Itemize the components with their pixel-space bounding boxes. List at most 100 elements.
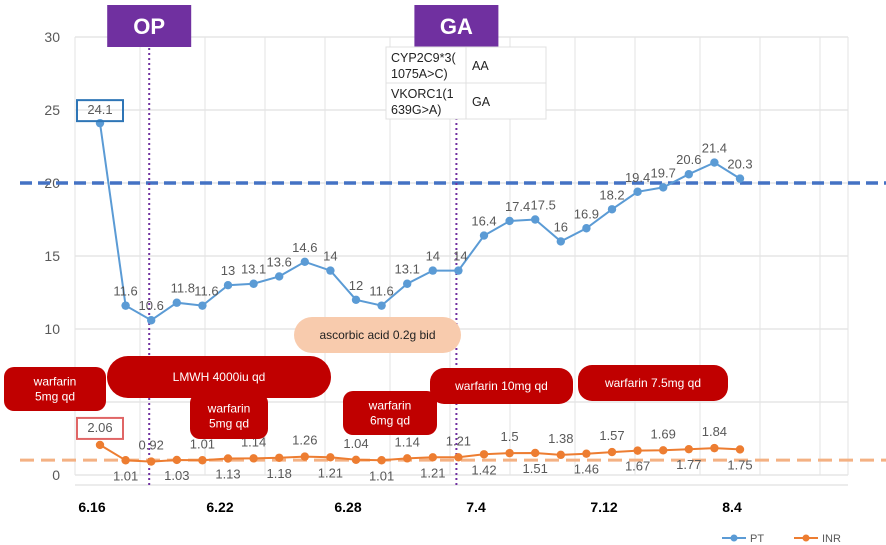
pt-data-label: 21.4 — [702, 141, 727, 156]
pt-data-label: 17.4 — [505, 199, 530, 214]
pt-data-label: 24.1 — [87, 102, 112, 117]
pt-data-label: 11.6 — [194, 284, 218, 299]
inr-point — [326, 453, 335, 462]
inr-point — [582, 449, 591, 458]
pt-data-label: 14 — [426, 249, 440, 264]
pt-data-label: 14 — [453, 249, 467, 264]
inr-data-label: 1.21 — [420, 465, 445, 480]
drug-note-text: ascorbic acid 0.2g bid — [319, 328, 435, 342]
inr-data-label: 1.04 — [343, 436, 368, 451]
pt-data-label: 20.3 — [727, 157, 752, 172]
y-tick-label: 30 — [44, 29, 60, 45]
pt-data-label: 13 — [221, 263, 235, 278]
inr-point — [95, 440, 105, 450]
inr-point — [351, 455, 361, 465]
pt-point — [198, 301, 207, 310]
pt-point — [582, 224, 591, 233]
inr-point — [377, 456, 386, 465]
pt-point — [607, 205, 617, 214]
pt-data-label: 13.6 — [267, 254, 292, 269]
pt-point — [556, 237, 565, 246]
genotype-result-text: GA — [472, 95, 491, 109]
inr-data-label: 1.69 — [651, 426, 676, 441]
inr-point — [147, 457, 156, 466]
inr-point — [710, 443, 719, 453]
pt-point — [351, 295, 361, 304]
event-label-ga: GA — [440, 14, 473, 39]
pt-point — [659, 183, 668, 192]
drug-note-text: warfarin 10mg qd — [454, 379, 548, 393]
inr-data-label: 1.01 — [190, 436, 215, 451]
pt-point — [300, 257, 309, 267]
pt-point — [633, 187, 642, 196]
inr-data-label: 1.21 — [446, 433, 471, 448]
pt-data-label: 16.9 — [574, 206, 599, 221]
pt-first-value-box — [76, 99, 124, 123]
pt-point — [249, 279, 258, 288]
inr-point — [531, 448, 540, 458]
reference-lines — [20, 181, 886, 462]
drug-note-text: warfarin — [207, 402, 251, 416]
inr-point — [428, 453, 437, 462]
pt-point — [223, 281, 233, 290]
drug-note-box — [4, 367, 106, 411]
pt-point — [454, 266, 463, 275]
drug-note-box — [343, 391, 437, 435]
legend: PT INR — [722, 533, 841, 545]
drug-note-text: warfarin 7.5mg qd — [604, 376, 701, 390]
inr-point — [121, 456, 130, 465]
inr-point — [556, 450, 565, 460]
inr-point — [403, 454, 412, 463]
pt-point — [275, 272, 284, 281]
inr-data-label: 1.51 — [523, 461, 548, 476]
inr-first-value-box — [76, 416, 124, 440]
inr-point — [172, 455, 181, 465]
x-tick-label: 8.4 — [722, 499, 742, 515]
inr-data-label: 1.42 — [471, 462, 496, 477]
x-tick-label: 6.22 — [206, 499, 233, 515]
inr-data-label: 1.13 — [215, 467, 240, 482]
y-tick-label: 20 — [44, 175, 60, 191]
drug-note-text: 5mg qd — [35, 390, 75, 404]
inr-data-label: 1.75 — [727, 457, 752, 472]
y-axis: 051015202530 — [44, 29, 60, 483]
drug-note-box — [294, 317, 461, 353]
inr-legend-dot — [802, 534, 810, 542]
pt-point — [735, 174, 745, 183]
x-tick-label: 6.28 — [334, 499, 361, 515]
pt-point — [531, 215, 540, 224]
drug-note-text: 6mg qd — [370, 414, 410, 428]
drug-note-box — [430, 368, 573, 404]
inr-point — [607, 447, 617, 457]
x-tick-label: 7.12 — [590, 499, 617, 515]
pt-point — [147, 316, 156, 325]
drug-note-box — [107, 356, 331, 398]
pt-point — [505, 216, 514, 226]
inr-data-label: 1.01 — [369, 468, 394, 483]
inr-data-label: 1.67 — [625, 459, 650, 474]
inr-point — [735, 445, 745, 454]
y-tick-label: 0 — [52, 467, 60, 483]
pt-point — [326, 266, 335, 275]
pt-data-label: 14 — [323, 249, 337, 264]
genotype-gene-text: 1075A>C) — [391, 67, 448, 81]
drug-note-text: warfarin — [368, 399, 412, 413]
pt-data-label: 18.2 — [599, 187, 624, 202]
inr-point — [684, 444, 693, 454]
drug-note-box — [578, 365, 728, 401]
inr-data-label: 1.77 — [676, 457, 701, 472]
pt-data-label: 16 — [554, 219, 568, 234]
inr-point — [659, 446, 668, 455]
event-box-ga — [414, 5, 499, 47]
inr-data-label: 1.38 — [548, 431, 573, 446]
pt-legend-dot — [730, 534, 738, 542]
drug-note-text: warfarin — [33, 375, 77, 389]
pt-line — [99, 122, 741, 322]
x-axis: 6.16 6.22 6.28 7.4 7.12 8.4 — [75, 484, 848, 515]
pt-data-label: 20.6 — [676, 152, 701, 167]
x-tick-label: 7.4 — [466, 499, 486, 515]
inr-point — [454, 453, 463, 462]
